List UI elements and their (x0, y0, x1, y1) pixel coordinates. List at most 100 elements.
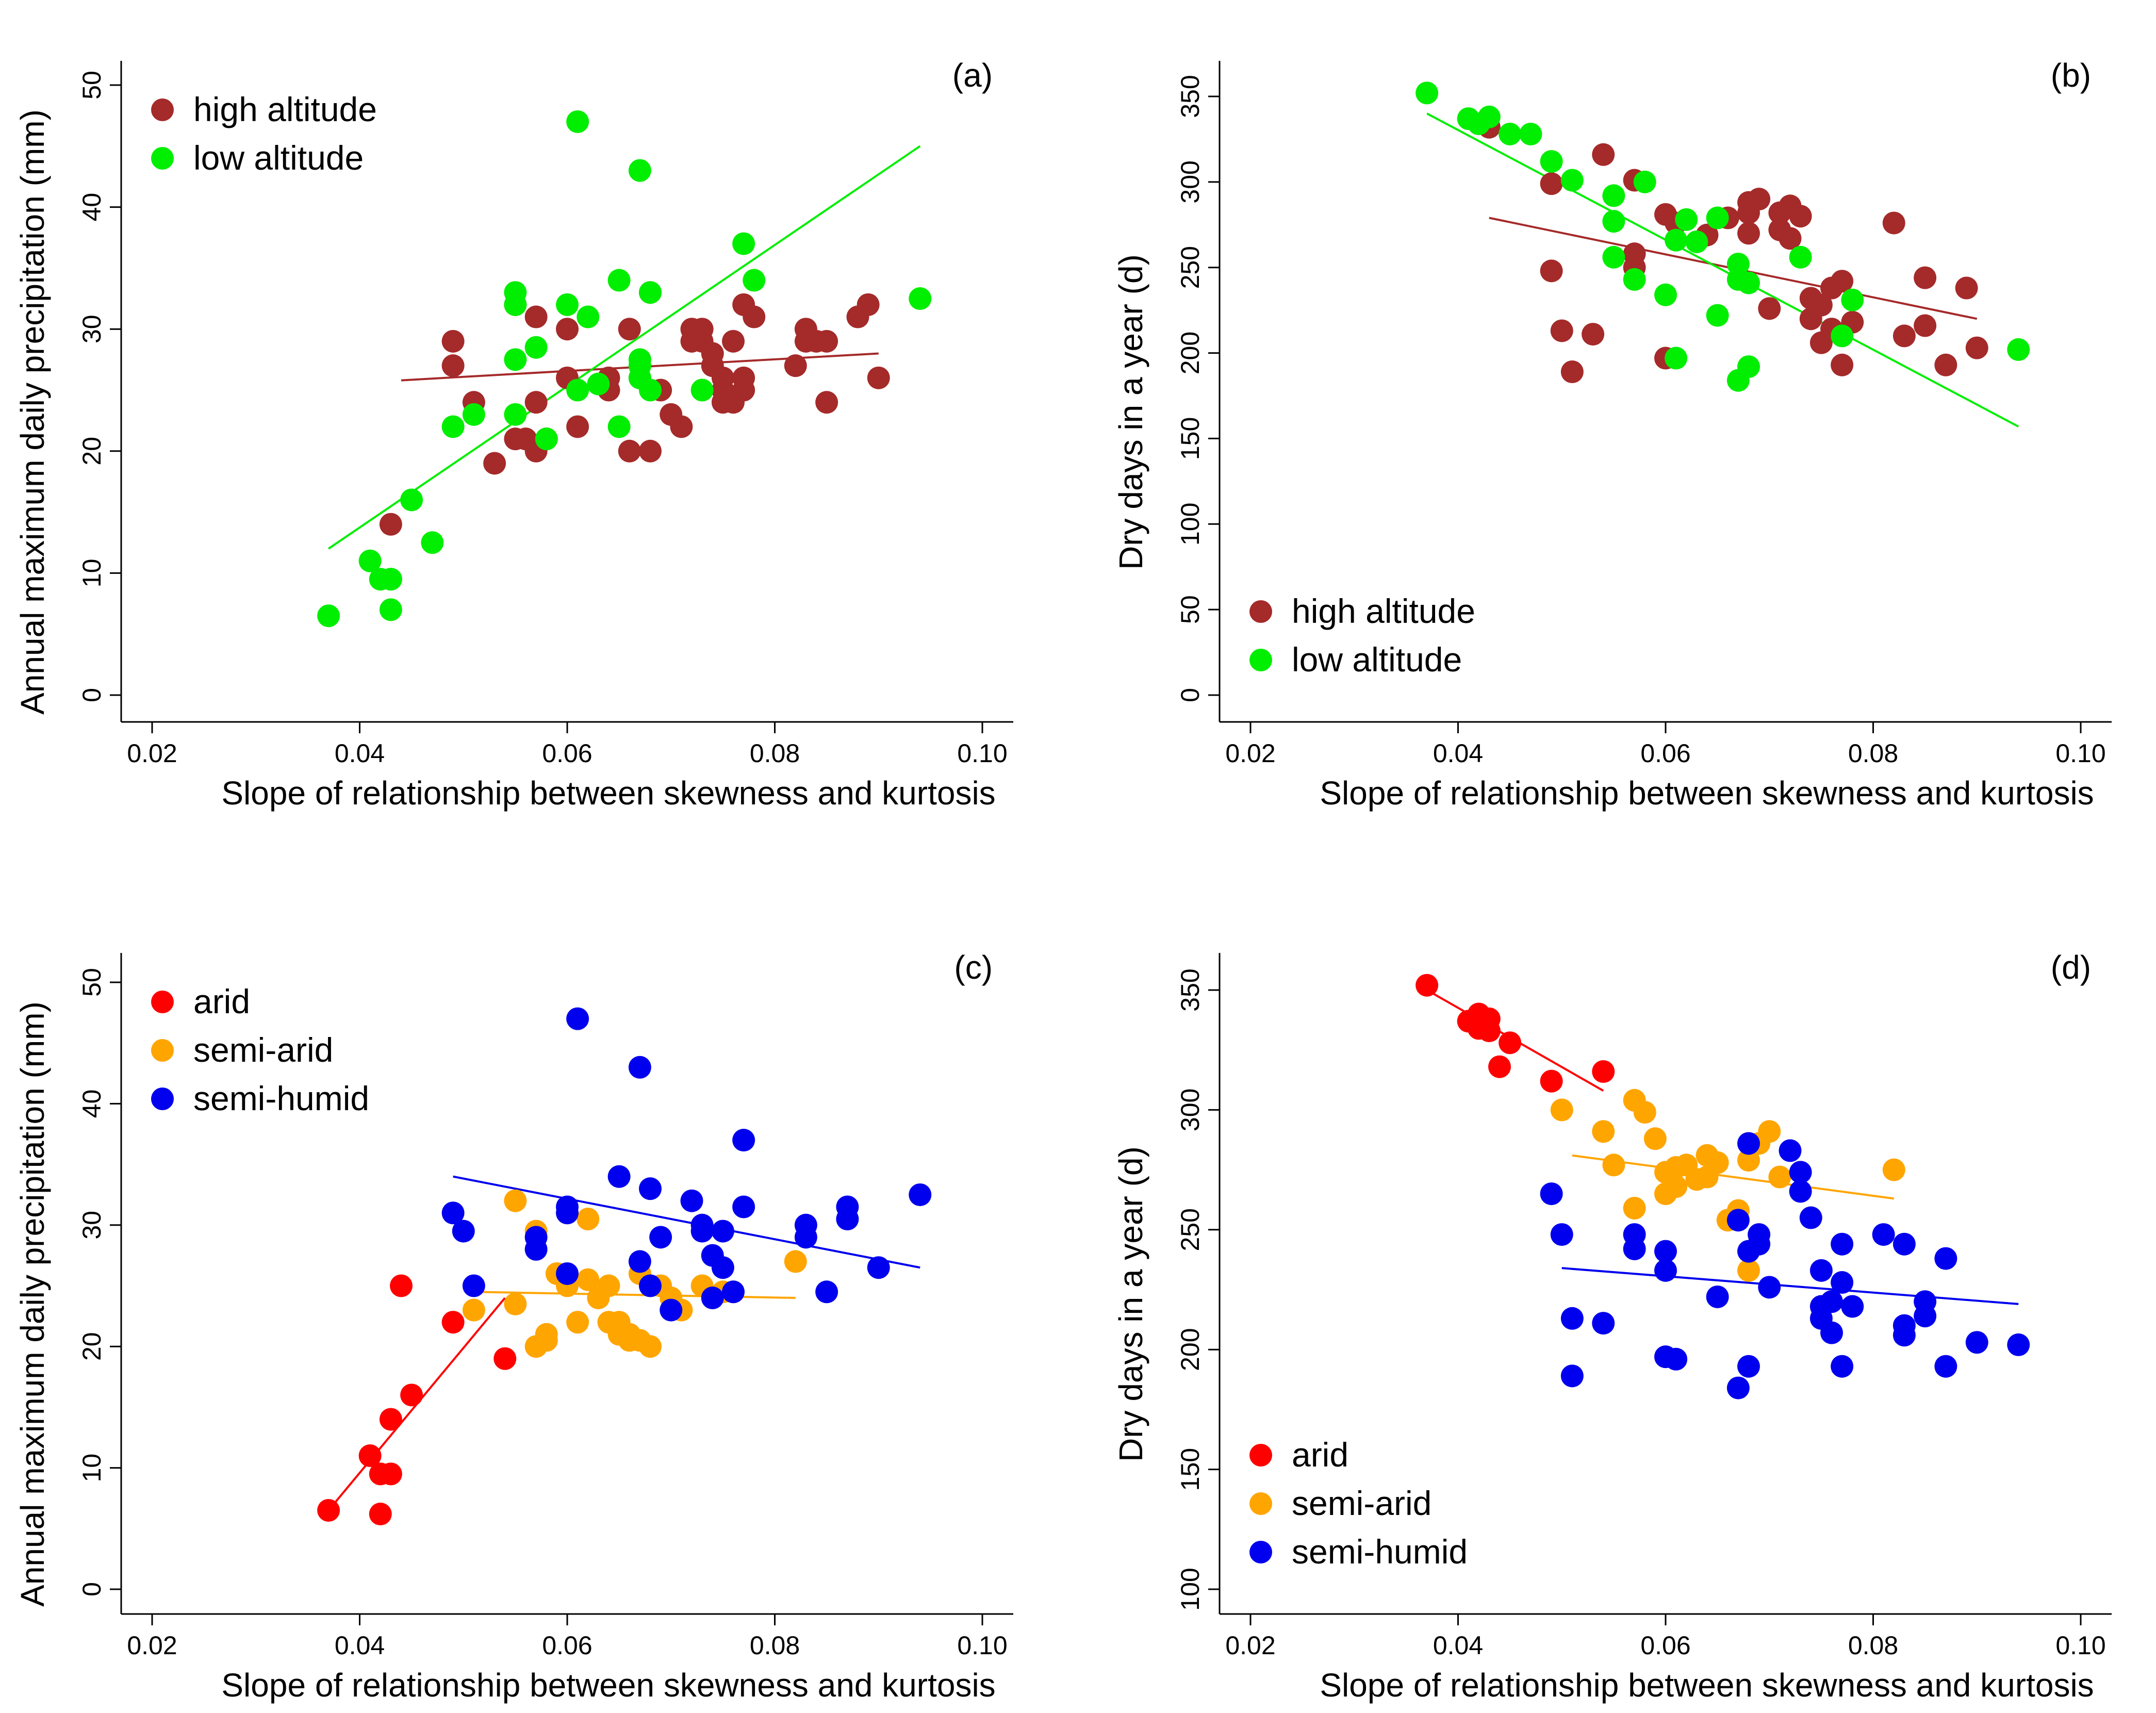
x-tick-label: 0.06 (542, 1631, 592, 1660)
fit-line-low-altitude (1426, 112, 2019, 427)
legend: high altitude low altitude (151, 90, 377, 177)
point-high-altitude (1540, 172, 1563, 195)
point-high-altitude (1892, 324, 1916, 348)
x-tick-label: 0.08 (1848, 1631, 1898, 1660)
point-low-altitude (462, 403, 485, 426)
y-tick-label: 10 (77, 559, 106, 588)
point-arid (317, 1498, 340, 1522)
point-high-altitude (1882, 211, 1905, 235)
point-high-altitude (867, 366, 890, 389)
y-tick-label: 100 (1176, 503, 1205, 546)
point-low-altitude (1499, 122, 1522, 145)
point-semi-arid (577, 1268, 600, 1291)
point-semi-humid (452, 1220, 475, 1243)
point-high-altitude (1809, 293, 1833, 317)
point-semi-humid (1934, 1247, 1957, 1270)
point-low-altitude (1654, 283, 1677, 306)
point-semi-humid (1665, 1347, 1688, 1371)
point-semi-humid (680, 1189, 703, 1212)
legend-label-semi-humid: semi-humid (1292, 1533, 1468, 1571)
x-tick-label: 0.02 (1225, 739, 1275, 768)
legend: arid semi-arid semi-humid (1249, 1436, 1468, 1571)
point-semi-arid (1665, 1175, 1688, 1198)
y-tick-label: 250 (1176, 246, 1205, 289)
legend-marker-semi-humid (1249, 1541, 1272, 1563)
point-low-altitude (1706, 206, 1729, 229)
point-low-altitude (1685, 230, 1708, 253)
point-low-altitude (1675, 208, 1698, 231)
point-low-altitude (1665, 347, 1688, 370)
x-tick-label: 0.02 (127, 1631, 177, 1660)
point-high-altitude (618, 439, 641, 463)
point-semi-humid (1789, 1161, 1812, 1184)
x-tick-label: 0.04 (335, 739, 385, 768)
point-semi-humid (1892, 1232, 1916, 1256)
point-low-altitude (607, 415, 631, 438)
point-low-altitude (1831, 324, 1854, 348)
point-high-altitude (670, 415, 693, 438)
point-semi-arid (1633, 1101, 1656, 1124)
point-semi-humid (1560, 1307, 1584, 1330)
point-high-altitude (1592, 143, 1615, 166)
point-high-altitude (1934, 353, 1957, 376)
y-tick-label: 200 (1176, 1328, 1205, 1371)
point-low-altitude (628, 159, 651, 182)
point-semi-humid (524, 1226, 548, 1249)
point-low-altitude (1602, 245, 1625, 269)
point-low-altitude (535, 427, 558, 451)
fit-line-semi-humid (1561, 1267, 2019, 1305)
axis-ticks: 0.02 0.04 0.06 0.08 0.10 0 10 20 30 40 50 (77, 71, 1008, 768)
x-tick-label: 0.08 (750, 739, 800, 768)
y-tick-label: 150 (1176, 1448, 1205, 1491)
y-axis-title: Dry days in a year (d) (1112, 1146, 1149, 1462)
point-low-altitude (1665, 228, 1688, 252)
legend-label-high-altitude: high altitude (193, 90, 377, 128)
point-high-altitude (566, 415, 589, 438)
legend-marker-arid (1249, 1444, 1272, 1467)
y-tick-label: 50 (77, 968, 106, 997)
point-high-altitude (639, 439, 662, 463)
point-semi-humid (1623, 1237, 1646, 1260)
y-axis-title: Annual maximum daily precipitation (mm) (14, 1001, 51, 1607)
point-arid (390, 1274, 413, 1297)
point-semi-humid (2007, 1333, 2030, 1356)
y-tick-label: 0 (1176, 688, 1205, 702)
point-semi-arid (1623, 1196, 1646, 1220)
point-high-altitude (524, 305, 548, 328)
point-semi-humid (1592, 1312, 1615, 1335)
point-semi-arid (1768, 1165, 1791, 1189)
point-arid (400, 1383, 423, 1407)
point-semi-arid (597, 1274, 620, 1297)
legend-label-arid: arid (1292, 1436, 1348, 1474)
point-high-altitude (1560, 360, 1584, 384)
point-semi-humid (1654, 1240, 1677, 1263)
point-semi-humid (794, 1226, 817, 1249)
x-tick-label: 0.04 (335, 1631, 385, 1660)
point-low-altitude (2007, 338, 2030, 361)
point-semi-humid (1799, 1206, 1822, 1229)
point-low-altitude (400, 488, 423, 512)
legend-label-semi-arid: semi-arid (1292, 1484, 1431, 1522)
point-low-altitude (732, 232, 755, 255)
fit-line-low-altitude (327, 145, 921, 550)
legend-marker-high-altitude (1249, 600, 1272, 623)
point-low-altitude (743, 269, 766, 292)
point-semi-arid (566, 1311, 589, 1334)
point-semi-humid (441, 1201, 465, 1225)
point-semi-humid (1934, 1355, 1957, 1378)
point-semi-humid (1831, 1271, 1854, 1294)
point-semi-humid (1831, 1355, 1854, 1378)
fit-line-semi-arid (1572, 1154, 1895, 1200)
point-low-altitude (379, 568, 402, 591)
axis-ticks: 0.02 0.04 0.06 0.08 0.10 100 150 200 250 300 350 (1176, 968, 2106, 1660)
point-semi-humid (639, 1177, 662, 1200)
point-high-altitude (1779, 227, 1802, 250)
x-tick-label: 0.04 (1433, 739, 1483, 768)
point-semi-humid (1726, 1376, 1750, 1399)
legend-marker-semi-humid (151, 1088, 174, 1110)
point-semi-humid (1831, 1232, 1854, 1256)
point-high-altitude (483, 452, 506, 475)
point-semi-humid (566, 1007, 589, 1030)
point-low-altitude (524, 336, 548, 359)
point-low-altitude (690, 378, 714, 402)
